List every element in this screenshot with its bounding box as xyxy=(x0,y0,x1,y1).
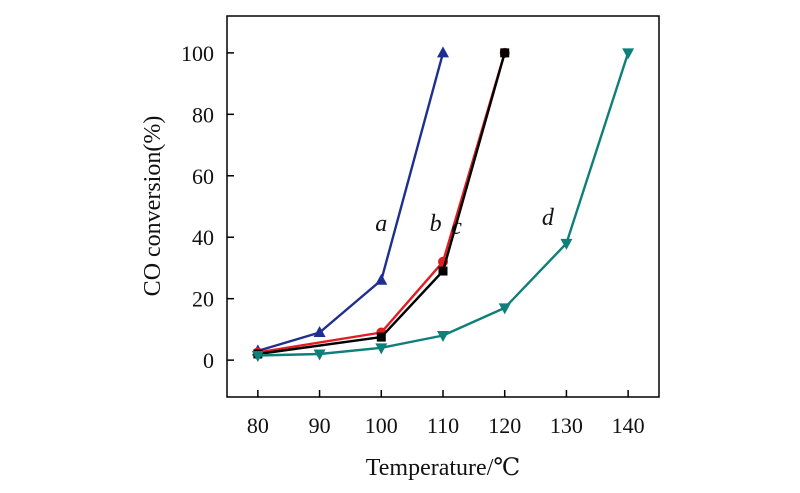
series-label-a: a xyxy=(375,211,387,237)
data-point-c xyxy=(500,48,510,58)
series-d: d xyxy=(251,48,635,363)
x-tick-label: 140 xyxy=(612,413,645,438)
y-axis-title: CO conversion(%) xyxy=(140,116,166,297)
data-point-d xyxy=(622,48,635,60)
y-tick-label: 80 xyxy=(192,102,214,127)
y-tick-label: 0 xyxy=(203,348,214,373)
x-tick-label: 80 xyxy=(247,413,269,438)
data-point-d xyxy=(251,351,264,363)
data-point-c xyxy=(438,266,448,276)
y-tick-label: 40 xyxy=(192,225,214,250)
series-label-d: d xyxy=(542,205,555,231)
series-line-b xyxy=(257,52,506,354)
series-label-c: c xyxy=(451,214,462,240)
y-tick-label: 60 xyxy=(192,164,214,189)
x-tick-label: 130 xyxy=(550,413,583,438)
data-point-c xyxy=(376,332,386,342)
x-axis-ticks: 80 90 100 110 120 130 140 xyxy=(247,390,645,438)
series-line-a xyxy=(257,52,445,353)
data-point-a xyxy=(313,325,326,337)
series-line-c xyxy=(257,52,506,356)
x-tick-label: 120 xyxy=(488,413,521,438)
x-axis-title: Temperature/℃ xyxy=(366,455,520,481)
y-tick-label: 100 xyxy=(181,41,214,66)
data-point-a xyxy=(375,273,388,285)
data-point-d xyxy=(560,238,573,250)
data-point-d xyxy=(313,349,326,361)
series-line-d xyxy=(257,52,630,357)
x-tick-label: 110 xyxy=(427,413,459,438)
x-tick-label: 90 xyxy=(309,413,331,438)
series-a: a xyxy=(251,46,449,356)
series-b: b xyxy=(252,47,510,358)
series-c: c xyxy=(253,48,510,359)
data-point-a xyxy=(437,46,449,58)
data-point-d xyxy=(375,343,388,355)
x-tick-label: 100 xyxy=(365,413,398,438)
y-tick-label: 20 xyxy=(192,287,214,312)
data-point-d xyxy=(437,331,449,343)
series-label-b: b xyxy=(430,211,442,237)
data-point-d xyxy=(498,303,511,315)
y-axis-ticks: 0 20 40 60 80 100 xyxy=(181,41,234,373)
